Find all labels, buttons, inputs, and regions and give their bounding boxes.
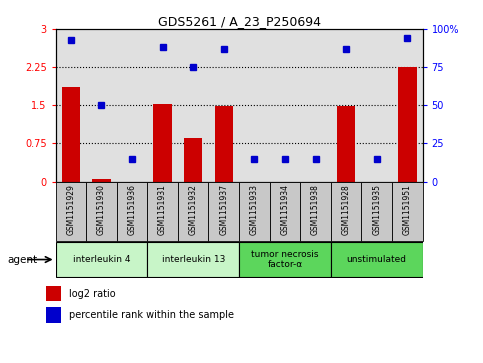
Text: tumor necrosis
factor-α: tumor necrosis factor-α	[251, 250, 319, 269]
Text: agent: agent	[7, 254, 37, 265]
FancyBboxPatch shape	[209, 182, 239, 241]
FancyBboxPatch shape	[147, 182, 178, 241]
Text: interleukin 4: interleukin 4	[72, 255, 130, 264]
Text: GSM1151938: GSM1151938	[311, 184, 320, 235]
FancyBboxPatch shape	[178, 182, 209, 241]
FancyBboxPatch shape	[117, 182, 147, 241]
Bar	[337, 106, 355, 182]
Bar	[214, 106, 233, 182]
FancyBboxPatch shape	[56, 242, 147, 277]
Bar	[398, 67, 416, 182]
Bar	[62, 87, 80, 182]
Text: GSM1151934: GSM1151934	[281, 184, 289, 236]
FancyBboxPatch shape	[392, 182, 423, 241]
Text: GSM1151930: GSM1151930	[97, 184, 106, 236]
Text: GSM1151935: GSM1151935	[372, 184, 381, 236]
FancyBboxPatch shape	[239, 242, 331, 277]
Text: GSM1151932: GSM1151932	[189, 184, 198, 235]
Bar	[46, 307, 61, 323]
Text: unstimulated: unstimulated	[347, 255, 407, 264]
FancyBboxPatch shape	[331, 242, 423, 277]
Text: GSM1151929: GSM1151929	[66, 184, 75, 235]
FancyBboxPatch shape	[300, 182, 331, 241]
FancyBboxPatch shape	[147, 242, 239, 277]
Text: percentile rank within the sample: percentile rank within the sample	[69, 310, 234, 320]
Text: GSM1151937: GSM1151937	[219, 184, 228, 236]
Text: GSM1151936: GSM1151936	[128, 184, 137, 236]
Bar	[46, 286, 61, 301]
FancyBboxPatch shape	[361, 182, 392, 241]
FancyBboxPatch shape	[86, 182, 117, 241]
Text: interleukin 13: interleukin 13	[161, 255, 225, 264]
FancyBboxPatch shape	[331, 182, 361, 241]
FancyBboxPatch shape	[239, 182, 270, 241]
Text: GSM1151951: GSM1151951	[403, 184, 412, 235]
Bar	[92, 179, 111, 182]
Bar	[154, 104, 172, 182]
Text: log2 ratio: log2 ratio	[69, 289, 116, 298]
FancyBboxPatch shape	[56, 182, 86, 241]
Bar	[184, 138, 202, 182]
FancyBboxPatch shape	[270, 182, 300, 241]
Text: GSM1151933: GSM1151933	[250, 184, 259, 236]
Text: GSM1151931: GSM1151931	[158, 184, 167, 235]
Title: GDS5261 / A_23_P250694: GDS5261 / A_23_P250694	[157, 15, 321, 28]
Text: GSM1151928: GSM1151928	[341, 184, 351, 235]
